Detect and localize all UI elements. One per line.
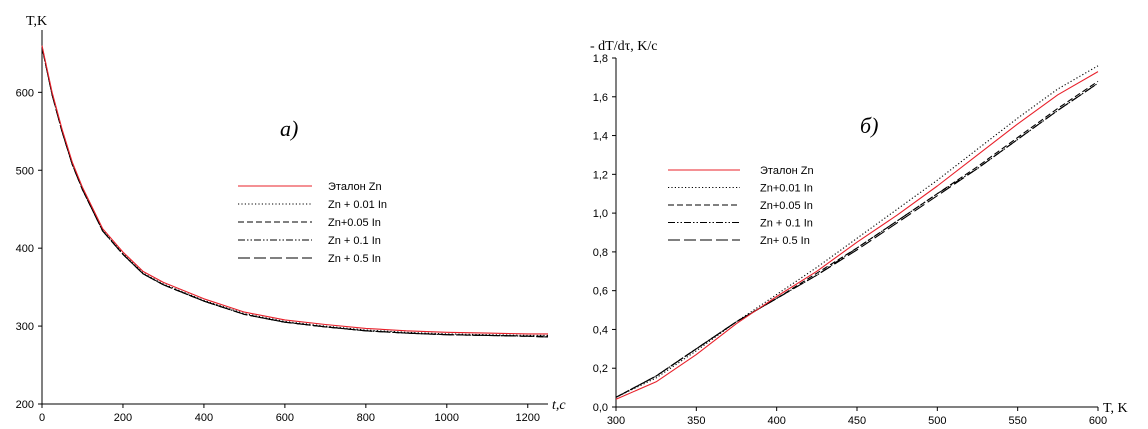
- y-tick-label: 0,0: [593, 402, 608, 414]
- x-tick-label: 800: [357, 412, 375, 424]
- y-tick-label: 1,6: [593, 92, 608, 104]
- series-line-3: [41, 46, 549, 338]
- x-tick-label: 350: [687, 415, 705, 427]
- legend-entry: Zn+0.05 In: [328, 217, 381, 229]
- y-tick-label: 200: [16, 399, 34, 411]
- series-line-0: [41, 45, 548, 335]
- legend-entry: Эталон Zn: [760, 165, 814, 177]
- y-tick-label: 500: [16, 165, 34, 177]
- x-tick-label: 550: [1008, 415, 1026, 427]
- series-line-2: [615, 80, 1099, 398]
- legend-entry: Zn + 0.5 In: [328, 253, 381, 265]
- x-tick-label: 500: [928, 415, 946, 427]
- y-tick-label: 0,4: [593, 324, 608, 336]
- series-line-4: [615, 82, 1099, 398]
- legend-entry: Zn+ 0.5 In: [760, 235, 810, 247]
- y-tick-label: 300: [16, 321, 34, 333]
- series-line-0: [615, 71, 1099, 400]
- series-line-4: [41, 46, 549, 338]
- y-tick-label: 1,2: [593, 169, 608, 181]
- x-tick-label: 1000: [435, 412, 459, 424]
- x-axis-title: T, K: [1103, 401, 1128, 416]
- legend-entry: Zn + 0.1 In: [760, 218, 813, 230]
- legend-entry: Zn + 0.1 In: [328, 235, 381, 247]
- x-tick-label: 600: [276, 412, 294, 424]
- y-tick-label: 1,4: [593, 131, 608, 143]
- series-line-1: [615, 65, 1099, 398]
- y-tick-label: 1,0: [593, 208, 608, 220]
- y-axis-title: T,K: [26, 14, 47, 29]
- legend-entry: Zn + 0.01 In: [328, 199, 387, 211]
- x-tick-label: 200: [114, 412, 132, 424]
- y-tick-label: 600: [16, 87, 34, 99]
- y-tick-label: 400: [16, 243, 34, 255]
- chart-a: 0 200 400 600 800 1000 1200 200 300 400 500 600 T,K t…: [16, 14, 567, 424]
- x-tick-label: 1200: [516, 412, 540, 424]
- panel-label: а): [280, 116, 298, 141]
- y-tick-label: 0,6: [593, 286, 608, 298]
- series-line-2: [41, 46, 548, 337]
- x-tick-label: 600: [1089, 415, 1107, 427]
- x-tick-label: 400: [767, 415, 785, 427]
- x-tick-label: 0: [39, 412, 45, 424]
- legend-entry: Zn+0.05 In: [760, 200, 813, 212]
- y-tick-label: 0,8: [593, 247, 608, 259]
- chart-b: 300 350 400 450 500 550 600 0,0 0,2 0,4 0,6 0,8 1,0 1…: [590, 39, 1128, 427]
- legend-entry: Zn+0.01 In: [760, 183, 813, 195]
- x-tick-label: 400: [195, 412, 213, 424]
- x-tick-label: 300: [607, 415, 625, 427]
- series-line-1: [41, 46, 548, 336]
- x-axis-title: t,c: [552, 398, 566, 413]
- legend-entry: Эталон Zn: [328, 181, 382, 193]
- y-tick-label: 0,2: [593, 363, 608, 375]
- y-tick-label: 1,8: [593, 53, 608, 65]
- y-axis-title: - dT/dτ, K/c: [590, 39, 657, 54]
- x-tick-label: 450: [848, 415, 866, 427]
- series-line-3: [615, 82, 1099, 398]
- panel-label: б): [860, 113, 878, 138]
